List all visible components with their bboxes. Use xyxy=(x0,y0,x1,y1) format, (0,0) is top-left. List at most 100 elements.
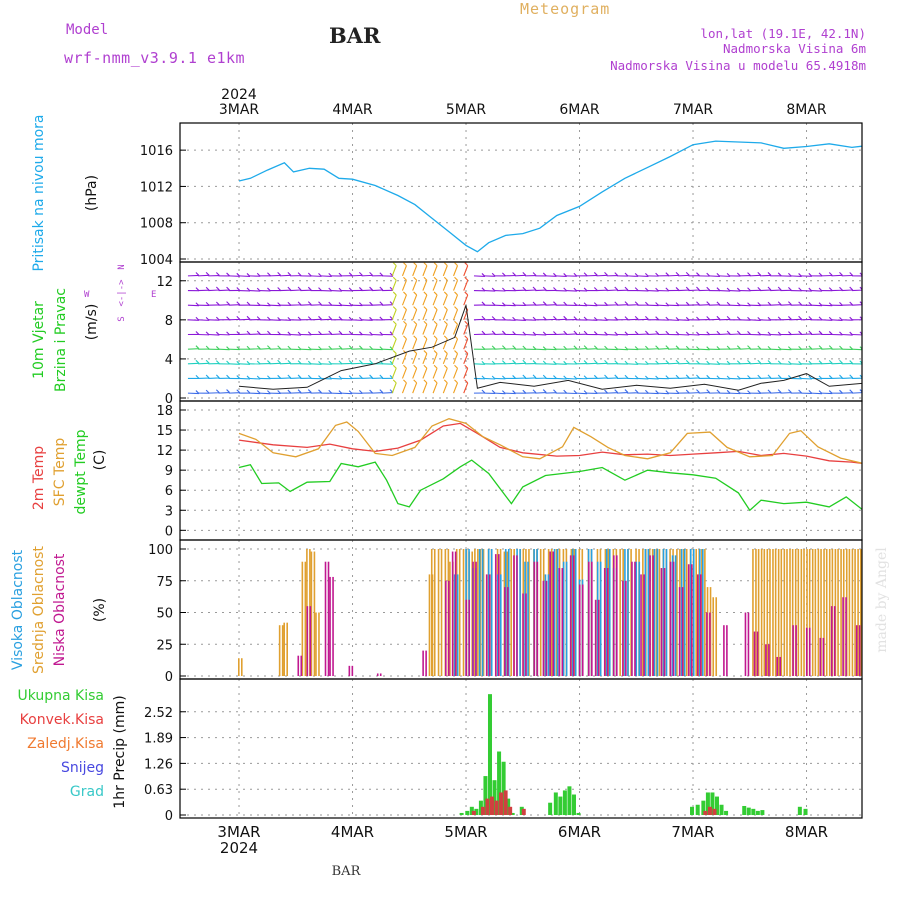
wind-barb xyxy=(412,294,418,306)
wind-barb-tick xyxy=(542,286,547,291)
wind-barb-tick xyxy=(685,359,690,364)
wind-barb xyxy=(453,368,459,379)
wind-barb-tick xyxy=(798,301,803,306)
wind-barb xyxy=(883,310,887,320)
wind-barb-tick xyxy=(542,301,547,306)
top-day-label: 5MAR xyxy=(446,102,487,118)
bottom-day-labels: 3MAR 4MAR 5MAR 6MAR 7MAR 8MAR xyxy=(217,823,828,841)
bottom-day-label: 3MAR xyxy=(217,823,260,841)
wind-barb-tick xyxy=(870,361,873,364)
wind-barb-tick xyxy=(358,359,363,364)
wind-barb-tick xyxy=(392,291,397,296)
bottom-year-label: 2024 xyxy=(220,839,258,857)
bar-precip_total xyxy=(459,812,464,815)
wind-barb-tick xyxy=(532,374,537,379)
wind-barb-tick xyxy=(614,272,619,276)
wind-barb-tick xyxy=(392,276,397,281)
wind-barb xyxy=(371,289,383,292)
wind-barb-tick xyxy=(532,301,537,306)
wind-barb-tick xyxy=(287,374,292,379)
wind-barb xyxy=(442,309,448,321)
precip-legend: Ukupna Kisa Konvek.Kisa Zaledj.Kisa Snijeg G… xyxy=(17,688,104,800)
wind-barb xyxy=(494,348,506,350)
ytick-label: 75 xyxy=(156,575,173,590)
wind-barb xyxy=(821,304,833,307)
wind-barb-tick xyxy=(423,320,428,325)
series-line-temp2m xyxy=(238,422,862,464)
wind-barb xyxy=(872,383,876,393)
wind-barb-tick xyxy=(195,272,200,276)
wind-barb-tick xyxy=(645,301,649,306)
wind-ylabel: 10m Vjetar Brzina i Pravac (m/s) N S <-|… xyxy=(31,264,156,392)
wind-barb-tick xyxy=(443,379,448,384)
wind-barb-tick xyxy=(226,316,230,321)
ytick-label: 1016 xyxy=(140,144,173,159)
wind-barb-tick xyxy=(696,374,700,379)
wind-barb-tick xyxy=(464,335,469,340)
bar-precip_conv xyxy=(485,798,490,815)
wind-barb-tick xyxy=(267,360,271,364)
bar-precip_total xyxy=(487,694,492,815)
wind-barb-tick xyxy=(873,336,876,339)
wind-barb xyxy=(749,362,761,365)
wind-barb xyxy=(749,274,761,277)
wind-barb-tick xyxy=(307,301,312,306)
wind-barb-tick xyxy=(522,271,527,276)
wind-title-1: 10m Vjetar xyxy=(31,301,47,379)
wind-barb-tick xyxy=(767,286,772,291)
wind-barb xyxy=(759,377,771,380)
wind-barb-tick xyxy=(307,389,312,393)
wind-barb xyxy=(391,265,397,277)
wind-barb-tick xyxy=(767,389,772,394)
wind-barb xyxy=(391,324,397,335)
wind-barb xyxy=(453,265,459,277)
wind-barb-tick xyxy=(215,374,220,379)
wind-barb xyxy=(811,392,823,395)
wind-barb xyxy=(453,353,459,365)
wind-barb-tick xyxy=(604,286,608,291)
wind-barb xyxy=(514,362,526,365)
ytick-label: 6 xyxy=(165,484,173,499)
pressure-title: Pritisak na nivou mora xyxy=(31,114,47,271)
wind-barb xyxy=(463,324,469,335)
wind-barb xyxy=(401,309,407,321)
wind-barb-tick xyxy=(338,330,343,335)
yticks-wind: 0 4 8 12 xyxy=(156,275,186,407)
wind-barb-tick xyxy=(894,321,897,324)
cloud-low-title: Niska Oblacnost xyxy=(52,553,68,666)
ytick-label: 8 xyxy=(165,314,173,329)
wind-barb xyxy=(616,392,628,394)
wind-barb xyxy=(872,324,876,334)
top-day-label: 6MAR xyxy=(559,102,600,118)
wind-barb xyxy=(535,304,547,306)
wind-barb-tick xyxy=(675,345,680,350)
wind-barb xyxy=(514,319,526,321)
wind-barb-tick xyxy=(318,301,322,306)
grid-wind xyxy=(180,262,862,401)
wind-barb-tick xyxy=(563,301,568,306)
wind-barb xyxy=(800,377,812,380)
wind-barb xyxy=(341,392,353,395)
wind-barb-tick xyxy=(256,330,261,335)
wind-barb-tick xyxy=(443,350,448,354)
pressure-ylabel: Pritisak na nivou mora (hPa) xyxy=(31,114,100,271)
temp-unit: (C) xyxy=(92,450,108,471)
bar-precip_total xyxy=(571,794,576,815)
ytick-label: 50 xyxy=(156,607,173,622)
wind-barb-tick xyxy=(226,389,230,393)
precip-ylabel: 1hr Precip (mm) Ukupna Kisa Konvek.Kisa Za… xyxy=(17,688,128,809)
wind-barb-tick xyxy=(894,307,897,310)
wind-barb xyxy=(565,333,577,336)
wind-barb xyxy=(218,392,230,394)
wind-barb-tick xyxy=(392,364,397,369)
wind-barb-tick xyxy=(777,374,782,379)
wind-barb xyxy=(208,333,220,336)
wind-barb xyxy=(668,319,680,321)
wind-barb-tick xyxy=(828,272,833,276)
wind-barb-tick xyxy=(645,315,649,320)
wind-barb-tick xyxy=(685,389,690,394)
ytick-label: 1004 xyxy=(140,253,173,268)
wind-barb-tick xyxy=(277,272,282,276)
wind-barb-tick xyxy=(873,263,876,266)
bar-precip_total xyxy=(483,776,488,815)
